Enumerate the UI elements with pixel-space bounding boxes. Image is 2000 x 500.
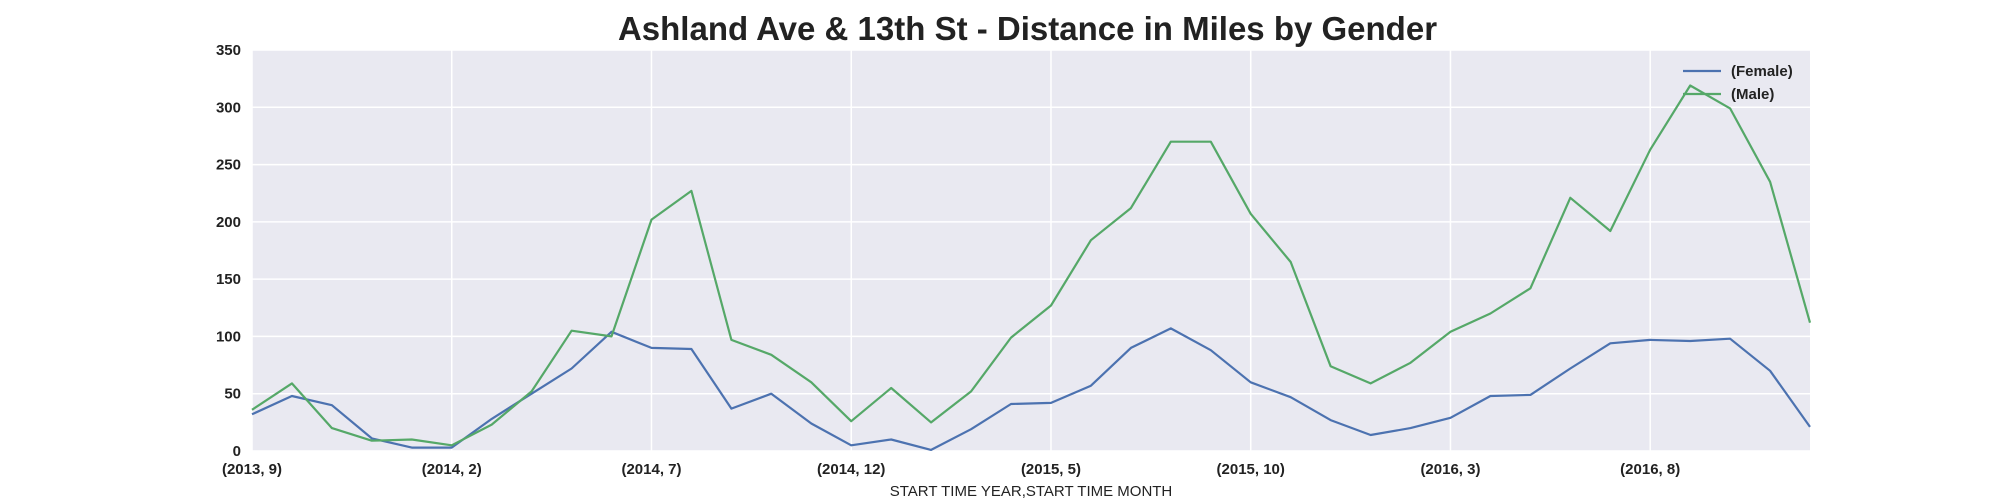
x-tick-label: (2014, 2) <box>422 461 482 478</box>
x-axis-label: START TIME YEAR,START TIME MONTH <box>890 483 1173 500</box>
x-tick-label: (2014, 7) <box>621 461 681 478</box>
grid <box>251 49 1810 452</box>
legend: (Female) (Male) <box>1683 63 1793 103</box>
x-tick-label: (2016, 8) <box>1620 461 1680 478</box>
y-tick-label: 300 <box>216 99 241 116</box>
y-tick-label: 0 <box>233 443 241 460</box>
x-tick-label: (2015, 5) <box>1021 461 1081 478</box>
x-tick-label: (2013, 9) <box>222 461 282 478</box>
x-tick-label: (2014, 12) <box>817 461 885 478</box>
plot-area <box>252 50 1810 451</box>
series-lines <box>251 84 1812 451</box>
x-tick-label: (2015, 10) <box>1217 461 1285 478</box>
legend-label-male: (Male) <box>1731 86 1774 103</box>
y-tick-label: 350 <box>216 42 241 59</box>
y-tick-label: 200 <box>216 214 241 231</box>
y-tick-label: 100 <box>216 328 241 345</box>
series-line-female <box>251 327 1811 451</box>
y-axis-ticks: 0 50 100 150 200 250 300 350 <box>216 42 241 460</box>
x-axis-ticks: (2013, 9) (2014, 2) (2014, 7) (2014, 12) (20… <box>222 461 1680 478</box>
x-tick-label: (2016, 3) <box>1420 461 1480 478</box>
y-tick-label: 250 <box>216 157 241 174</box>
series-line-male <box>251 84 1812 447</box>
legend-label-female: (Female) <box>1731 63 1793 80</box>
y-tick-label: 150 <box>216 271 241 288</box>
chart-title: Ashland Ave & 13th St - Distance in Mile… <box>617 10 1438 47</box>
y-tick-label: 50 <box>224 386 241 403</box>
